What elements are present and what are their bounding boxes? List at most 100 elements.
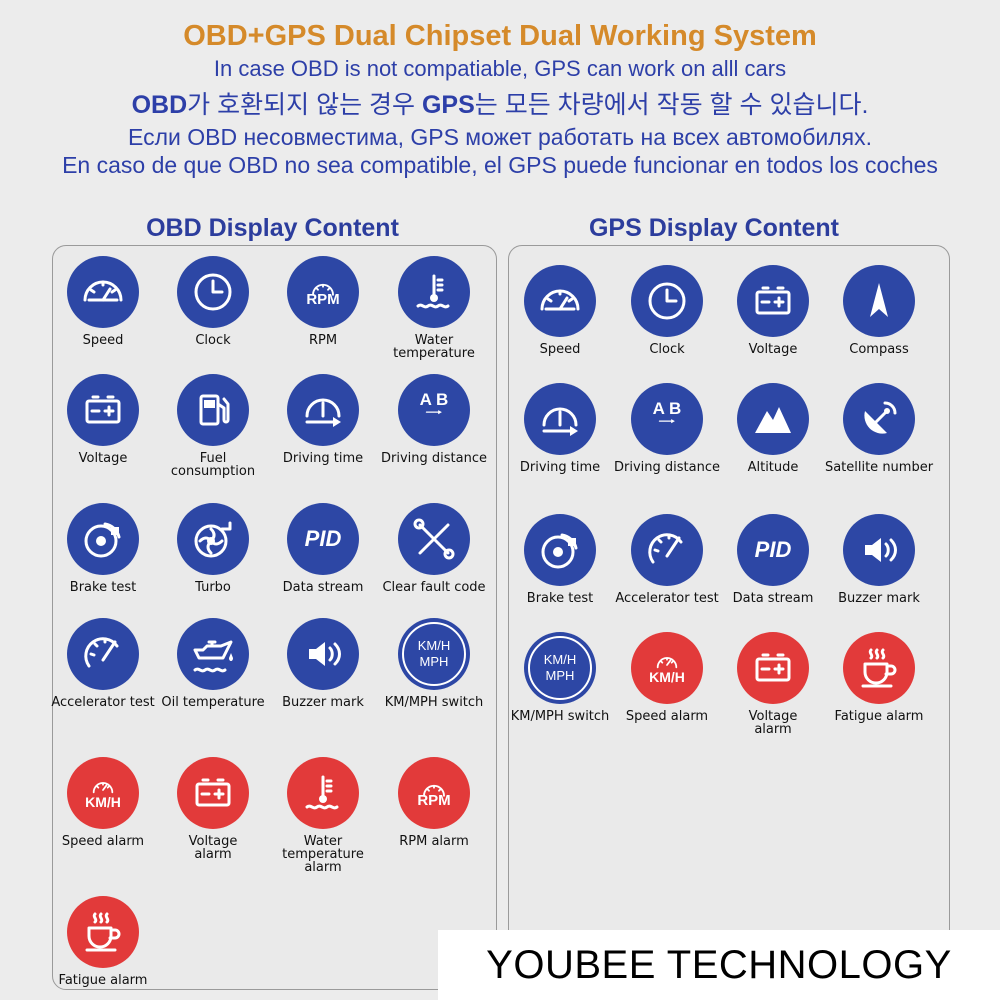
gps-section-title: GPS Display Content: [588, 214, 840, 242]
gps-item-label: Fatigue alarm: [834, 709, 924, 724]
fuel-pump-icon: [177, 374, 249, 446]
gps-item-label: Driving distance: [614, 460, 720, 475]
obd-item: Voltage alarm: [158, 757, 268, 861]
driving-time-icon: [287, 374, 359, 446]
obd-item: Water temperature: [379, 256, 489, 360]
obd-item: Fuel consumption: [158, 374, 268, 478]
speaker-icon: [843, 514, 915, 586]
battery-icon: [737, 265, 809, 337]
obd-item-label: Buzzer mark: [282, 695, 364, 710]
pid-icon: PID: [737, 514, 809, 586]
satellite-dish-icon: [843, 383, 915, 455]
page-title: OBD+GPS Dual Chipset Dual Working System: [183, 20, 817, 52]
obd-item: RPM RPM: [268, 256, 378, 347]
obd-item: Fatigue alarm: [48, 896, 158, 987]
obd-item-label: Driving distance: [381, 451, 487, 466]
oil-can-icon: [177, 618, 249, 690]
brake-disc-icon: [524, 514, 596, 586]
gps-item-label: Compass: [849, 342, 909, 357]
water-temperature-icon: [398, 256, 470, 328]
gps-item-label: Data stream: [732, 591, 814, 606]
obd-item-label: Data stream: [282, 580, 364, 595]
gps-item-label: Satellite number: [824, 460, 934, 475]
kmh-mph-icon: KM/H MPH: [398, 618, 470, 690]
obd-item-label: Turbo: [195, 580, 231, 595]
gps-item: Fatigue alarm: [824, 632, 934, 723]
coffee-cup-icon: [67, 896, 139, 968]
obd-item: Water temperature alarm: [268, 757, 378, 874]
gps-item: Clock: [612, 265, 722, 356]
obd-item-label: Water temperature alarm: [282, 834, 364, 875]
obd-item: PID Data stream: [268, 503, 378, 594]
ab-distance-icon: A B: [398, 374, 470, 446]
obd-item-label: RPM: [308, 333, 338, 348]
gps-item-label: Accelerator test: [615, 591, 719, 606]
obd-item: Turbo: [158, 503, 268, 594]
obd-item-label: Fatigue alarm: [58, 973, 148, 988]
brand-banner: YOUBEE TECHNOLOGY: [438, 930, 1000, 1000]
coffee-cup-icon: [843, 632, 915, 704]
obd-item-label: Speed alarm: [61, 834, 145, 849]
obd-item-label: Speed: [82, 333, 124, 348]
speed-alarm-icon: KM/H: [631, 632, 703, 704]
gps-item-label: Clock: [649, 342, 685, 357]
turbo-icon: [177, 503, 249, 575]
obd-item-label: Driving time: [282, 451, 364, 466]
gps-item-label: Altitude: [747, 460, 799, 475]
obd-item-label: Voltage alarm: [188, 834, 238, 862]
gps-item-label: KM/MPH switch: [510, 709, 610, 724]
gps-item: KM/H Speed alarm: [612, 632, 722, 723]
obd-section-title: OBD Display Content: [146, 214, 399, 242]
accelerator-gauge-icon: [67, 618, 139, 690]
spanish-line: En caso de que OBD no sea compatible, el…: [62, 152, 938, 178]
obd-item-label: Water temperature: [393, 333, 475, 361]
gps-item-label: Voltage: [748, 342, 798, 357]
gps-item: PID Data stream: [718, 514, 828, 605]
gps-item: Driving time: [505, 383, 615, 474]
obd-item-label: Voltage: [78, 451, 128, 466]
obd-item: Clock: [158, 256, 268, 347]
gps-item: KM/H MPH KM/MPH switch: [505, 632, 615, 723]
speed-alarm-icon: KM/H: [67, 757, 139, 829]
obd-item-label: RPM alarm: [399, 834, 469, 849]
battery-icon: [67, 374, 139, 446]
obd-item: Driving time: [268, 374, 378, 465]
gps-item: A B Driving distance: [612, 383, 722, 474]
rpm-gauge-icon: RPM: [398, 757, 470, 829]
korean-line: OBD가 호환되지 않는 경우 GPS는 모든 차량에서 작동 할 수 있습니다…: [0, 85, 1000, 121]
obd-item-label: Accelerator test: [51, 695, 155, 710]
gps-item: Voltage: [718, 265, 828, 356]
korean-obd: OBD: [131, 91, 188, 119]
driving-time-icon: [524, 383, 596, 455]
obd-item: A B Driving distance: [379, 374, 489, 465]
obd-item-label: Clear fault code: [382, 580, 486, 595]
gps-item-label: Voltage alarm: [748, 709, 798, 737]
obd-item: RPM RPM alarm: [379, 757, 489, 848]
gps-item-label: Speed alarm: [625, 709, 709, 724]
gps-item: Compass: [824, 265, 934, 356]
gps-item: Satellite number: [824, 383, 934, 474]
obd-item: Voltage: [48, 374, 158, 465]
wrench-cross-icon: [398, 503, 470, 575]
speedometer-icon: [524, 265, 596, 337]
obd-item-label: Brake test: [69, 580, 137, 595]
gps-item-label: Buzzer mark: [838, 591, 920, 606]
gps-panel: [508, 245, 950, 990]
gps-item-label: Brake test: [526, 591, 594, 606]
pid-icon: PID: [287, 503, 359, 575]
accelerator-gauge-icon: [631, 514, 703, 586]
gps-item-label: Speed: [539, 342, 581, 357]
obd-item: KM/H MPH KM/MPH switch: [379, 618, 489, 709]
korean-gps: GPS: [421, 91, 475, 119]
speaker-icon: [287, 618, 359, 690]
gps-item: Speed: [505, 265, 615, 356]
gps-item: Voltage alarm: [718, 632, 828, 736]
compass-icon: [843, 265, 915, 337]
ab-distance-icon: A B: [631, 383, 703, 455]
rpm-gauge-icon: RPM: [287, 256, 359, 328]
water-temperature-icon: [287, 757, 359, 829]
gps-item: Brake test: [505, 514, 615, 605]
mountain-icon: [737, 383, 809, 455]
clock-icon: [177, 256, 249, 328]
obd-item-label: KM/MPH switch: [384, 695, 484, 710]
